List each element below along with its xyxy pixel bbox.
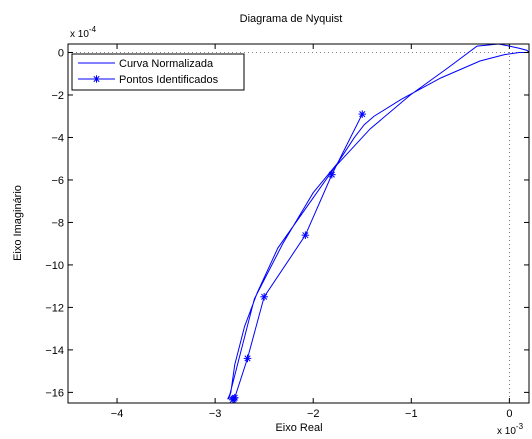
y-tick-label: −6 xyxy=(51,175,64,187)
x-tick-label: −1 xyxy=(405,408,418,420)
chart-title: Diagrama de Nyquist xyxy=(240,13,343,25)
y-multiplier-exp: -4 xyxy=(89,25,97,34)
y-tick-label: −4 xyxy=(51,132,64,144)
plot-frame xyxy=(67,43,530,404)
grid xyxy=(68,44,529,403)
y-tick-label: 0 xyxy=(58,47,64,59)
y-multiplier-base: x 10 xyxy=(70,29,89,40)
ticks: −4 −3 −2 −1 00−2−4−6−8−10−12−14−16 xyxy=(45,44,529,420)
x-multiplier-exp: -3 xyxy=(516,422,524,431)
y-tick-label: −14 xyxy=(45,345,64,357)
series-line-0 xyxy=(227,44,529,400)
series-layer xyxy=(227,44,529,403)
legend-marker-pontos xyxy=(92,75,101,83)
x-tick-label: −3 xyxy=(209,408,222,420)
legend: Curva Normalizada Pontos Identificados xyxy=(71,53,245,91)
y-tick-label: −12 xyxy=(45,302,64,314)
data-point xyxy=(358,110,367,118)
y-tick-label: −16 xyxy=(45,387,64,399)
data-point xyxy=(328,170,336,179)
y-axis-title: Eixo Imaginário xyxy=(12,185,24,261)
x-multiplier: x 10-3 xyxy=(497,422,524,437)
y-tick-label: −10 xyxy=(45,260,64,272)
legend-box xyxy=(71,53,245,91)
y-multiplier: x 10-4 xyxy=(70,25,97,40)
legend-asterisk xyxy=(92,75,101,83)
legend-label-curva: Curva Normalizada xyxy=(119,58,214,70)
data-point xyxy=(301,231,310,239)
data-point xyxy=(228,396,237,403)
data-point xyxy=(243,354,252,363)
x-tick-label: −2 xyxy=(307,408,320,420)
y-tick-label: −2 xyxy=(51,90,64,102)
plot-area xyxy=(68,44,529,403)
x-tick-label: −4 xyxy=(111,408,124,420)
x-tick-label: 0 xyxy=(506,408,512,420)
x-axis-title: Eixo Real xyxy=(275,422,322,434)
x-multiplier-base: x 10 xyxy=(497,426,516,437)
legend-label-pontos: Pontos Identificados xyxy=(119,74,219,86)
y-tick-label: −8 xyxy=(51,217,64,229)
data-point xyxy=(260,292,268,301)
